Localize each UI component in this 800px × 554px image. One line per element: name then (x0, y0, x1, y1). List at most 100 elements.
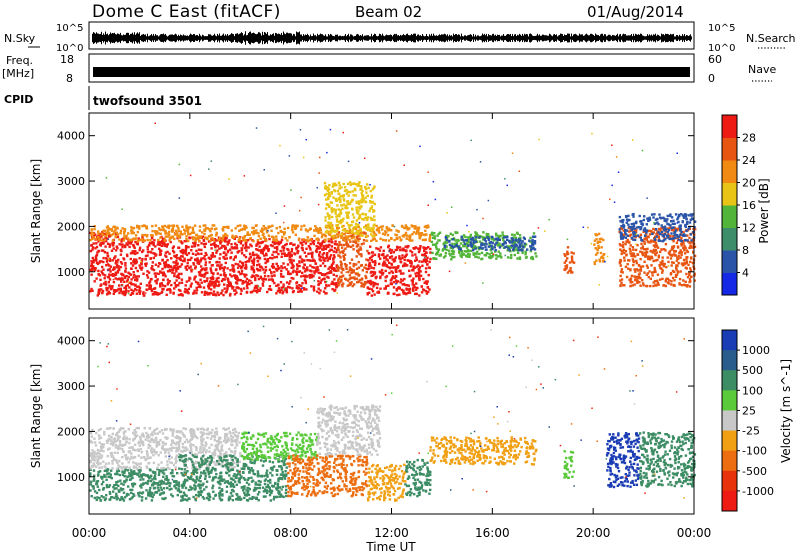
heatmap-cell (297, 238, 301, 242)
heatmap-cell (231, 236, 234, 239)
heatmap-cell (371, 238, 375, 241)
heatmap-cell (286, 263, 290, 266)
heatmap-cell (319, 264, 322, 267)
sky-trace-bar (250, 31, 251, 45)
heatmap-cell (246, 233, 249, 236)
heatmap-cell (338, 215, 341, 218)
heatmap-cell (308, 273, 311, 277)
heatmap-cell (372, 271, 375, 274)
heatmap-cell (95, 245, 99, 249)
heatmap-cell (227, 226, 230, 230)
heatmap-cell (247, 260, 250, 263)
heatmap-cell (231, 287, 234, 290)
heatmap-cell (96, 251, 99, 254)
heatmap-cell (114, 273, 118, 276)
heatmap-cell (200, 273, 204, 277)
sky-trace-bar (258, 32, 259, 44)
heatmap-cell (369, 283, 373, 286)
sky-trace-bar (533, 36, 534, 40)
heatmap-cell (661, 261, 664, 265)
heatmap-cell (144, 262, 147, 266)
sky-trace-bar (228, 35, 229, 41)
heatmap-cell (199, 278, 202, 281)
heatmap-cell (294, 227, 297, 231)
heatmap-cell (650, 255, 653, 258)
heatmap-cell (344, 247, 347, 250)
heatmap-cell (331, 267, 334, 270)
sky-trace-bar (445, 34, 446, 42)
heatmap-cell (213, 280, 216, 283)
heatmap-cell (161, 271, 164, 274)
sky-trace-bar (328, 33, 329, 43)
heatmap-cell (381, 225, 384, 228)
heatmap-cell (313, 234, 316, 238)
heatmap-cell (368, 209, 371, 213)
heatmap-cell (161, 240, 164, 243)
heatmap-cell (467, 252, 470, 256)
heatmap-cell (184, 248, 188, 251)
heatmap-cell (639, 265, 643, 268)
sky-trace-bar (319, 34, 320, 42)
sky-trace-bar (169, 34, 170, 42)
heatmap-cell (220, 263, 223, 267)
heatmap-cell (628, 230, 631, 233)
heatmap-cell (112, 247, 115, 250)
heatmap-cell (670, 283, 673, 286)
heatmap-cell (292, 290, 295, 293)
heatmap-cell (423, 253, 427, 256)
heatmap-cell (477, 248, 481, 251)
heatmap-cell (152, 243, 155, 247)
heatmap-cell (685, 217, 688, 221)
heatmap-cell (256, 256, 259, 259)
heatmap-cell (666, 214, 669, 218)
heatmap-cell (670, 254, 674, 257)
heatmap-cell (691, 213, 695, 216)
heatmap-cell (391, 275, 395, 278)
heatmap-cell (121, 246, 124, 249)
sky-trace-bar (302, 36, 303, 40)
sky-trace-bar (553, 34, 554, 42)
heatmap-cell (667, 223, 671, 226)
sky-trace-bar (691, 36, 692, 40)
heatmap-cell (418, 278, 421, 282)
heatmap-cell (663, 228, 667, 231)
heatmap-cell (299, 255, 302, 258)
heatmap-cell (252, 233, 255, 236)
heatmap-cell (407, 244, 410, 248)
heatmap-cell (97, 273, 100, 276)
heatmap-cell (314, 262, 318, 265)
heatmap-cell (285, 268, 288, 271)
sky-trace-bar (468, 35, 469, 41)
heatmap-cell (134, 240, 137, 244)
heatmap-cell (105, 177, 108, 179)
heatmap-cell (531, 238, 534, 242)
heatmap-cell (193, 236, 196, 240)
heatmap-cell (457, 239, 460, 242)
heatmap-cell (166, 278, 170, 281)
heatmap-cell (648, 229, 651, 232)
heatmap-cell (209, 230, 212, 233)
heatmap-cell (138, 286, 142, 289)
heatmap-cell (167, 263, 170, 267)
heatmap-cell (686, 284, 689, 287)
heatmap-cell (417, 233, 421, 236)
heatmap-cell (337, 226, 340, 230)
sky-trace-bar (404, 35, 405, 41)
heatmap-cell (677, 235, 680, 238)
heatmap-cell (618, 215, 622, 219)
heatmap-cell (381, 238, 385, 242)
heatmap-cell (318, 229, 321, 232)
heatmap-cell (183, 228, 186, 231)
heatmap-cell (243, 281, 246, 284)
sky-trace-bar (610, 35, 611, 41)
heatmap-cell (242, 238, 245, 242)
sky-trace-bar (204, 36, 205, 40)
heatmap-cell (169, 265, 172, 268)
heatmap-cell (637, 225, 641, 229)
heatmap-cell (272, 236, 275, 239)
heatmap-cell (176, 231, 179, 234)
heatmap-cell (435, 241, 439, 244)
heatmap-cell (327, 191, 331, 195)
heatmap-cell (645, 273, 648, 276)
heatmap-cell (604, 261, 606, 263)
